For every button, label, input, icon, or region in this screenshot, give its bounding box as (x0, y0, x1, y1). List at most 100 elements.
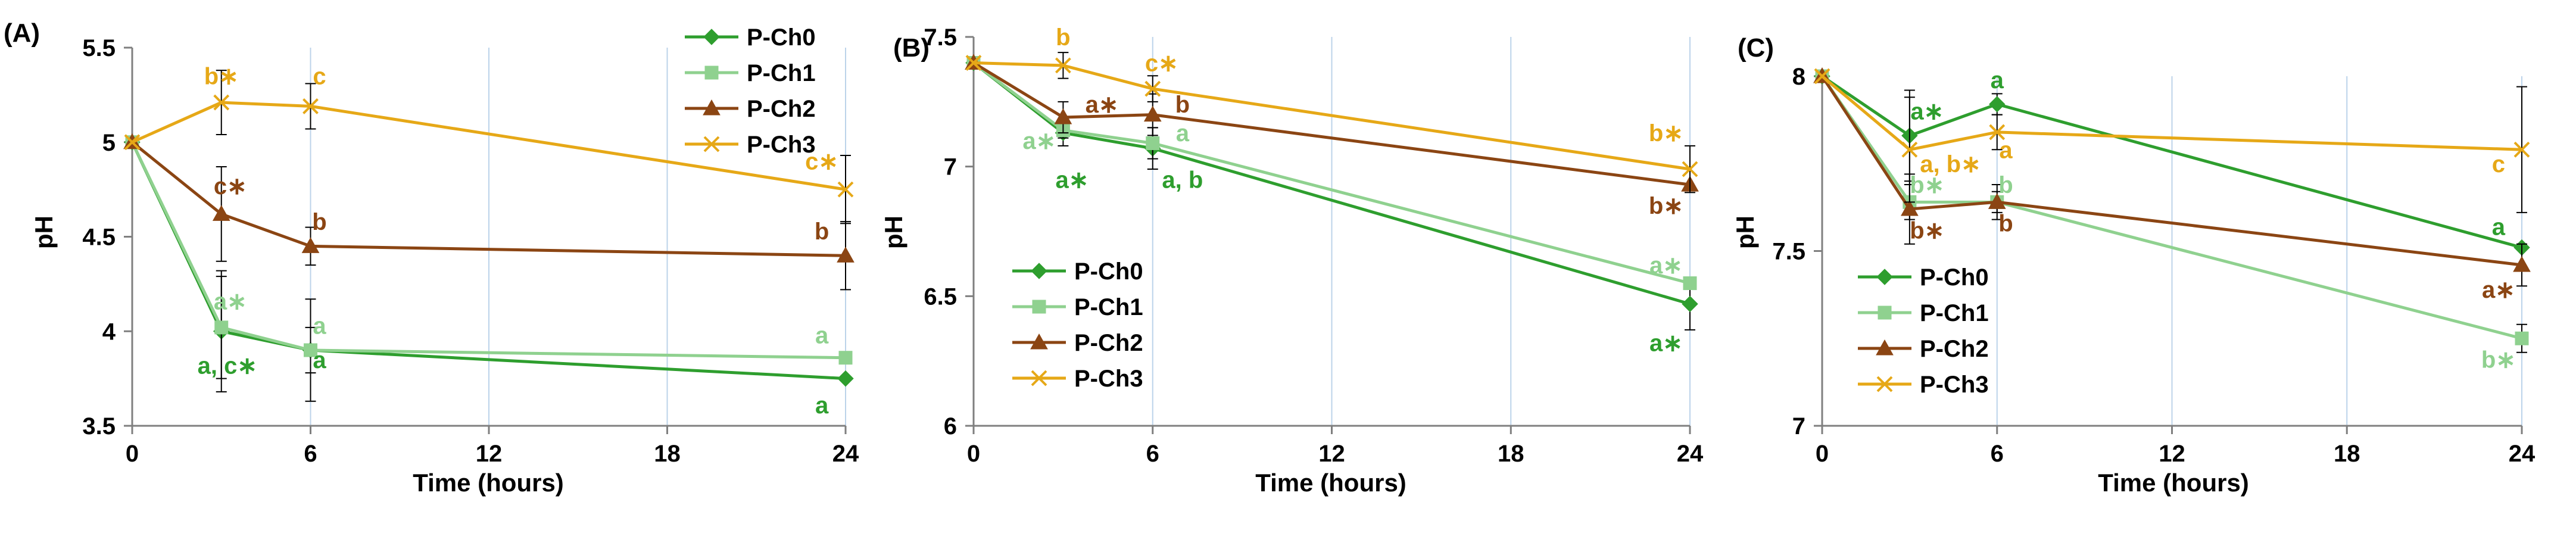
x-tick-label: 12 (476, 441, 503, 467)
data-point (1683, 276, 1697, 291)
annotation: b∗ (1910, 172, 1944, 198)
legend-label: P-Ch2 (1074, 330, 1143, 356)
annotation: a (815, 392, 829, 419)
annotation: b (1998, 211, 2013, 237)
annotation: b (1175, 92, 1190, 118)
annotation: b∗ (204, 64, 239, 90)
data-point (304, 343, 317, 357)
series-line (972, 61, 1691, 285)
data-point (1146, 136, 1160, 150)
panel-label: (C) (1738, 33, 1774, 63)
annotation: a (2492, 214, 2506, 240)
annotation: c∗ (214, 173, 247, 200)
annotation: a∗ (1649, 331, 1683, 357)
series-line (131, 101, 846, 191)
annotation: b (1998, 172, 2013, 198)
series-line (1820, 75, 2522, 267)
series-line (973, 61, 1691, 171)
data-point (1682, 295, 1698, 313)
annotation: c∗ (805, 149, 838, 175)
data-point (1989, 96, 2006, 113)
series-line (130, 141, 846, 360)
annotation: b∗ (1649, 193, 1683, 219)
legend-label: P-Ch3 (1920, 372, 1989, 398)
legend-marker (703, 136, 720, 152)
legend-marker (1031, 370, 1047, 386)
annotation: b∗ (1649, 120, 1683, 147)
data-point (1054, 108, 1072, 124)
data-point (838, 351, 853, 365)
y-tick-label: 7 (944, 154, 957, 180)
data-point (214, 320, 229, 335)
series-line (972, 61, 1691, 186)
annotation: a (313, 347, 326, 373)
legend-marker (1030, 333, 1048, 350)
y-tick-label: 6 (944, 413, 957, 440)
y-tick-label: 5 (102, 130, 116, 156)
data-point (124, 134, 141, 151)
y-tick-label: 4 (102, 319, 116, 345)
y-tick-label: 8 (1792, 64, 1805, 90)
x-tick-label: 6 (1991, 441, 2004, 467)
y-axis-title: pH (1731, 216, 1759, 249)
legend-label: P-Ch3 (1074, 366, 1143, 392)
annotation: a∗ (214, 288, 247, 314)
annotation: a (1176, 120, 1190, 147)
annotation: a (815, 323, 829, 349)
data-point (2513, 141, 2530, 158)
x-tick-label: 24 (832, 441, 859, 467)
legend-label: P-Ch1 (1074, 294, 1143, 320)
x-tick-label: 12 (1318, 441, 1345, 467)
y-tick-label: 3.5 (82, 413, 116, 440)
series-line (1821, 74, 2522, 250)
annotation: a (313, 313, 326, 339)
x-axis-title: Time (hours) (1255, 469, 1406, 497)
data-point (965, 55, 982, 71)
annotation: c∗ (1145, 51, 1178, 77)
annotation: a∗ (1910, 99, 1944, 125)
x-tick-label: 18 (2334, 441, 2360, 467)
legend-label: P-Ch2 (747, 96, 816, 122)
legend-marker (703, 29, 720, 45)
y-tick-label: 7 (1792, 413, 1805, 440)
data-point (1814, 68, 1830, 85)
y-tick-label: 7.5 (1772, 239, 1805, 265)
annotation: b (815, 219, 829, 245)
y-tick-label: 4.5 (82, 225, 116, 251)
data-point (213, 94, 230, 111)
data-point (301, 237, 320, 253)
panel-label: (B) (893, 33, 930, 63)
legend-label: P-Ch1 (1920, 300, 1989, 326)
annotation: b∗ (2481, 347, 2516, 373)
series-line (1821, 75, 2522, 151)
x-tick-label: 24 (2509, 441, 2536, 467)
data-point (1143, 105, 1162, 122)
x-tick-label: 12 (2159, 441, 2185, 467)
annotation: a∗ (1086, 92, 1119, 118)
y-axis-title: pH (30, 216, 58, 249)
legend-label: P-Ch3 (747, 132, 816, 158)
annotation: a (1999, 137, 2013, 163)
data-point (2515, 331, 2529, 345)
data-point (837, 181, 854, 198)
data-point (1988, 193, 2006, 209)
annotation: a, b∗ (1920, 151, 1981, 177)
x-tick-label: 18 (1498, 441, 1524, 467)
x-tick-label: 0 (1816, 441, 1829, 467)
annotation: b∗ (1910, 217, 1944, 244)
y-tick-label: 5.5 (82, 35, 116, 61)
legend-label: P-Ch0 (1920, 264, 1989, 291)
data-point (837, 370, 854, 387)
legend-marker (1876, 339, 1894, 356)
annotation: a∗ (1022, 128, 1056, 154)
data-point (302, 98, 319, 114)
x-tick-label: 6 (1146, 441, 1159, 467)
x-tick-label: 24 (1677, 441, 1704, 467)
annotation: a (1991, 67, 2004, 93)
y-tick-label: 6.5 (924, 283, 957, 310)
annotation: a∗ (1649, 253, 1683, 279)
legend-label: P-Ch2 (1920, 336, 1989, 362)
legend-marker (1876, 269, 1893, 285)
